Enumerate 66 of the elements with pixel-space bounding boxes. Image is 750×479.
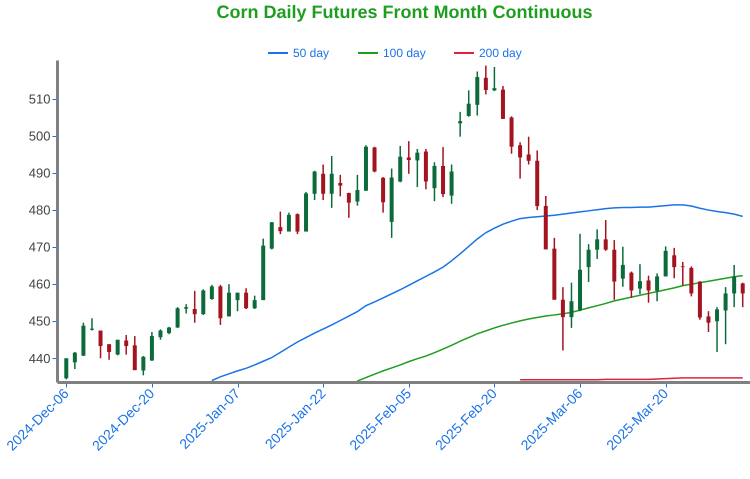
candlestick	[526, 136, 531, 166]
y-tick-label: 440	[28, 350, 50, 366]
candlestick	[192, 290, 197, 324]
candlestick	[732, 264, 736, 308]
candlestick	[226, 283, 231, 318]
y-tick-label: 480	[28, 202, 50, 218]
candlestick	[98, 330, 103, 360]
candlestick	[355, 174, 360, 206]
legend-label: 100 day	[383, 46, 426, 60]
candlestick	[321, 164, 326, 201]
candlestick	[278, 210, 282, 235]
candlestick	[124, 334, 128, 356]
candlestick	[638, 263, 642, 295]
candlestick	[107, 343, 112, 361]
y-tick-label: 470	[28, 240, 50, 255]
candlestick	[184, 303, 188, 314]
legend-label: 50 day	[293, 46, 330, 60]
candlestick	[655, 272, 660, 302]
candlestick	[90, 318, 94, 332]
candlestick	[740, 282, 745, 308]
candlestick	[210, 284, 214, 300]
candlestick	[646, 274, 651, 304]
line-series	[356, 274, 744, 382]
candlestick	[330, 155, 334, 209]
candlestick	[569, 282, 574, 329]
y-tick-label: 460	[28, 276, 50, 292]
candlestick	[492, 66, 496, 92]
candlestick	[312, 170, 317, 201]
candlestick	[518, 142, 522, 180]
candlestick	[286, 212, 291, 232]
candlestick	[458, 111, 462, 138]
candlestick	[346, 192, 351, 219]
candlestick	[415, 148, 420, 188]
candlestick	[244, 288, 248, 310]
candlestick	[141, 355, 146, 376]
candlestick	[604, 219, 608, 252]
candlestick	[484, 64, 488, 96]
candlestick	[158, 328, 162, 341]
candlestick	[706, 310, 710, 333]
candlestick	[406, 140, 411, 175]
line-series	[211, 204, 744, 382]
y-tick-label: 450	[28, 314, 50, 329]
candlestick	[629, 270, 634, 299]
candlestick	[64, 358, 68, 380]
chart-title: Corn Daily Futures Front Month Continuous	[216, 2, 592, 22]
candlestick	[295, 212, 300, 235]
candlestick	[672, 247, 676, 279]
candlestick	[466, 90, 471, 118]
candlestick	[560, 286, 565, 352]
y-tick-label: 490	[28, 166, 50, 181]
candlestick	[595, 228, 600, 260]
candlestick	[236, 292, 240, 312]
candlestick	[724, 286, 728, 345]
candlestick	[620, 246, 625, 288]
candlestick	[116, 339, 120, 356]
candlestick	[432, 162, 436, 202]
legend-label: 200 day	[479, 46, 522, 60]
candlestick	[715, 306, 720, 353]
candlestick	[176, 306, 180, 329]
candlestick	[252, 294, 257, 310]
candlestick	[201, 288, 206, 316]
y-tick-label: 510	[28, 91, 50, 106]
candlestick	[338, 174, 342, 198]
candlestick	[72, 351, 77, 370]
candlestick	[586, 243, 591, 283]
y-tick-label: 500	[28, 128, 50, 144]
